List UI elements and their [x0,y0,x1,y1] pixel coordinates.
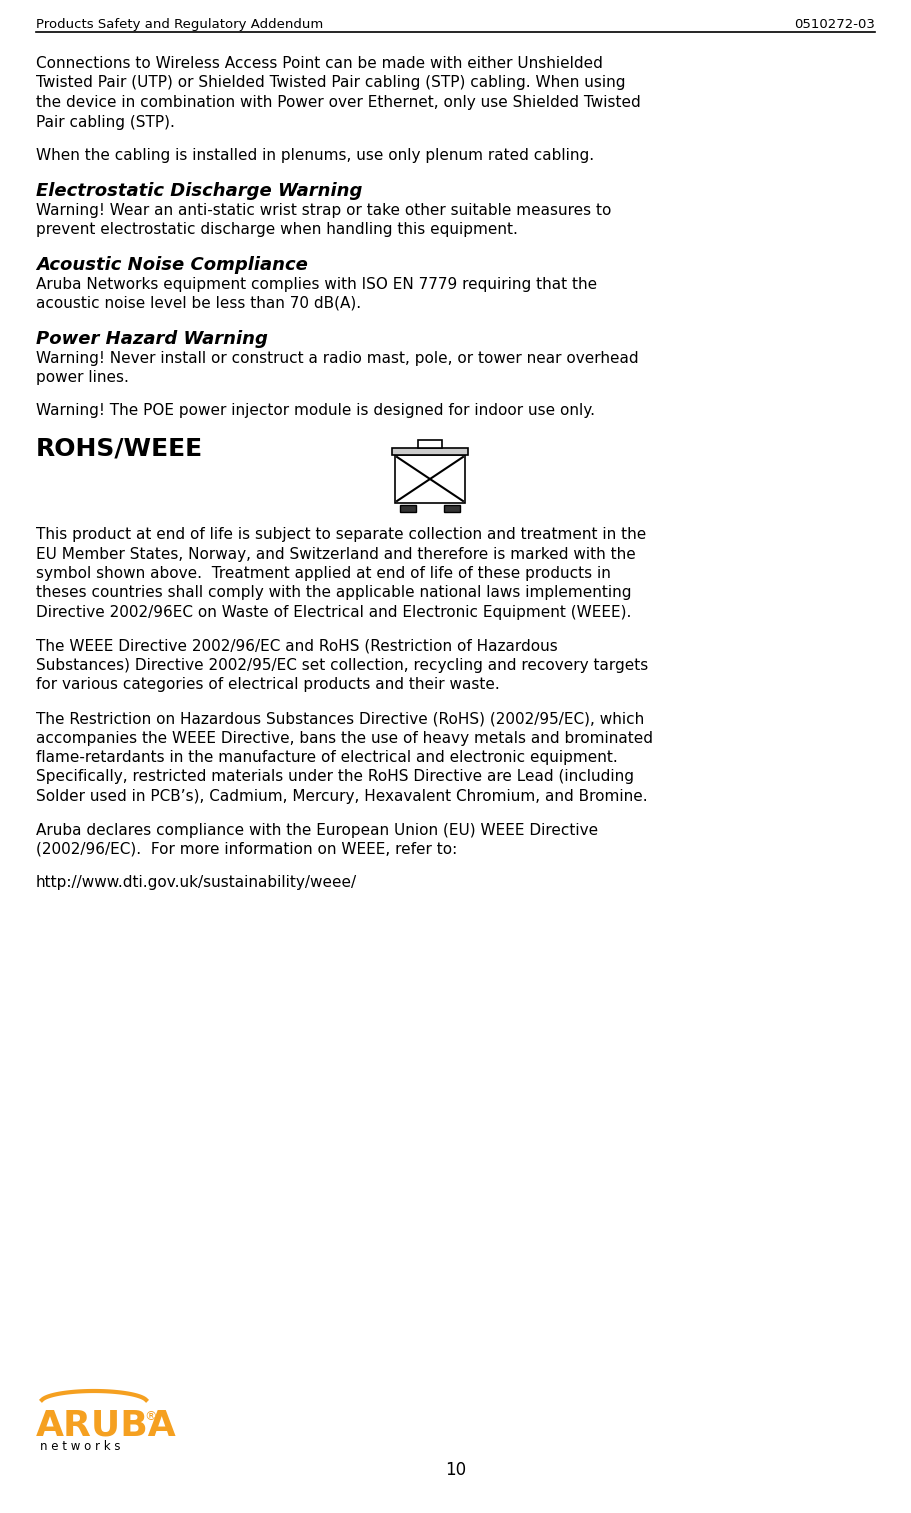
Text: http://www.dti.gov.uk/sustainability/weee/: http://www.dti.gov.uk/sustainability/wee… [36,876,357,891]
Text: flame-retardants in the manufacture of electrical and electronic equipment.: flame-retardants in the manufacture of e… [36,750,618,766]
Text: power lines.: power lines. [36,371,128,384]
Bar [444,505,460,511]
Text: for various categories of electrical products and their waste.: for various categories of electrical pro… [36,678,500,693]
Text: Warning! The POE power injector module is designed for indoor use only.: Warning! The POE power injector module i… [36,404,595,419]
Text: When the cabling is installed in plenums, use only plenum rated cabling.: When the cabling is installed in plenums… [36,148,594,163]
Text: prevent electrostatic discharge when handling this equipment.: prevent electrostatic discharge when han… [36,222,517,238]
Text: Pair cabling (STP).: Pair cabling (STP). [36,115,175,130]
Text: Directive 2002/96EC on Waste of Electrical and Electronic Equipment (WEEE).: Directive 2002/96EC on Waste of Electric… [36,605,631,620]
Text: The WEEE Directive 2002/96/EC and RoHS (Restriction of Hazardous: The WEEE Directive 2002/96/EC and RoHS (… [36,638,558,654]
Text: 0510272-03: 0510272-03 [794,18,875,30]
Text: The Restriction on Hazardous Substances Directive (RoHS) (2002/95/EC), which: The Restriction on Hazardous Substances … [36,711,644,726]
Text: ROHS/WEEE: ROHS/WEEE [36,437,203,461]
Text: Specifically, restricted materials under the RoHS Directive are Lead (including: Specifically, restricted materials under… [36,770,634,785]
Text: Solder used in PCB’s), Cadmium, Mercury, Hexavalent Chromium, and Bromine.: Solder used in PCB’s), Cadmium, Mercury,… [36,788,648,803]
Bar [400,505,416,511]
Text: Acoustic Noise Compliance: Acoustic Noise Compliance [36,256,308,274]
Bar [392,448,468,455]
Text: n e t w o r k s: n e t w o r k s [40,1440,120,1452]
Text: Aruba Networks equipment complies with ISO EN 7779 requiring that the: Aruba Networks equipment complies with I… [36,277,597,292]
Text: accompanies the WEEE Directive, bans the use of heavy metals and brominated: accompanies the WEEE Directive, bans the… [36,731,653,746]
Text: Warning! Wear an anti-static wrist strap or take other suitable measures to: Warning! Wear an anti-static wrist strap… [36,203,611,218]
Text: ARUBA: ARUBA [36,1409,177,1442]
Text: the device in combination with Power over Ethernet, only use Shielded Twisted: the device in combination with Power ove… [36,95,640,110]
Text: theses countries shall comply with the applicable national laws implementing: theses countries shall comply with the a… [36,586,631,601]
Text: Connections to Wireless Access Point can be made with either Unshielded: Connections to Wireless Access Point can… [36,56,603,71]
Text: EU Member States, Norway, and Switzerland and therefore is marked with the: EU Member States, Norway, and Switzerlan… [36,546,636,561]
Text: Twisted Pair (UTP) or Shielded Twisted Pair cabling (STP) cabling. When using: Twisted Pair (UTP) or Shielded Twisted P… [36,76,626,91]
Text: (2002/96/EC).  For more information on WEEE, refer to:: (2002/96/EC). For more information on WE… [36,843,457,856]
Bar [395,455,465,502]
Bar [418,440,442,448]
Text: Power Hazard Warning: Power Hazard Warning [36,330,268,348]
Text: symbol shown above.  Treatment applied at end of life of these products in: symbol shown above. Treatment applied at… [36,566,611,581]
Text: Warning! Never install or construct a radio mast, pole, or tower near overhead: Warning! Never install or construct a ra… [36,351,639,366]
Text: ®: ® [144,1410,157,1424]
Text: Substances) Directive 2002/95/EC set collection, recycling and recovery targets: Substances) Directive 2002/95/EC set col… [36,658,649,673]
Text: Products Safety and Regulatory Addendum: Products Safety and Regulatory Addendum [36,18,323,30]
Text: acoustic noise level be less than 70 dB(A).: acoustic noise level be less than 70 dB(… [36,297,361,312]
Text: This product at end of life is subject to separate collection and treatment in t: This product at end of life is subject t… [36,527,646,542]
Text: Aruba declares compliance with the European Union (EU) WEEE Directive: Aruba declares compliance with the Europ… [36,823,599,838]
Text: Electrostatic Discharge Warning: Electrostatic Discharge Warning [36,182,363,200]
Text: 10: 10 [445,1462,466,1480]
